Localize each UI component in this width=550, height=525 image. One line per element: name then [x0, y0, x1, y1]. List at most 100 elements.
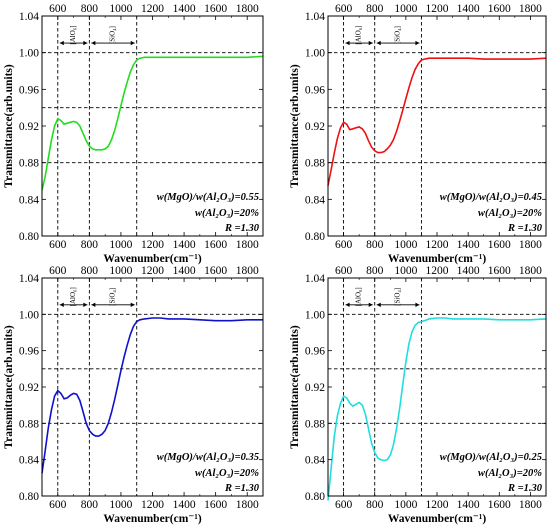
- series-line: [327, 317, 547, 501]
- x-tick-label-bottom: 1400: [457, 499, 480, 511]
- y-tick-label: 0.84: [305, 194, 325, 206]
- x-axis-label: Wavenumber(cm⁻¹): [388, 513, 486, 525]
- band-label-sio4: [SiO₄]: [394, 26, 402, 44]
- x-tick-label-top: 1600: [204, 3, 227, 15]
- y-tick-label: 0.80: [305, 491, 325, 503]
- band-label-sio4: [SiO₄]: [109, 26, 117, 44]
- x-tick-label-bottom: 1200: [141, 239, 164, 251]
- y-tick-label: 0.96: [19, 84, 39, 96]
- y-axis-label: Transmittance(arb.units): [289, 325, 301, 449]
- x-tick-label-bottom: 800: [366, 239, 384, 251]
- x-tick-label-top: 600: [49, 265, 67, 277]
- band-arrow-head: [83, 302, 88, 307]
- y-tick-label: 0.96: [305, 84, 325, 96]
- x-tick-label-bottom: 600: [49, 499, 67, 511]
- plot-frame: [327, 15, 547, 237]
- plot-frame: [41, 277, 264, 497]
- y-tick-label: 1.00: [305, 48, 325, 60]
- y-tick-label: 0.92: [305, 382, 325, 394]
- y-tick-label: 0.88: [19, 158, 39, 170]
- x-tick-label-bottom: 600: [49, 239, 67, 251]
- band-arrow-head: [91, 302, 96, 307]
- x-tick-label-bottom: 600: [335, 499, 353, 511]
- y-tick-label: 0.84: [19, 455, 39, 467]
- x-tick-label-top: 1600: [488, 3, 511, 15]
- y-tick-label: 0.92: [19, 121, 39, 133]
- x-tick-label-bottom: 1000: [109, 239, 132, 251]
- x-tick-label-top: 1000: [394, 265, 417, 277]
- y-tick-label: 0.84: [305, 455, 325, 467]
- band-label-sio4: [SiO₄]: [394, 288, 402, 306]
- y-tick-label: 0.80: [19, 491, 39, 503]
- x-tick-label-bottom: 1000: [394, 239, 417, 251]
- x-tick-label-bottom: 1000: [109, 499, 132, 511]
- annotation-r: R =1.30: [507, 483, 543, 494]
- x-tick-label-top: 1600: [204, 265, 227, 277]
- x-tick-label-top: 1800: [519, 3, 542, 15]
- y-tick-label: 1.04: [19, 273, 39, 285]
- y-tick-label: 0.92: [19, 382, 39, 394]
- chart-panel-3: [AlO₆] [SiO₄] 600 600 800 800 1000 1000 1200 1200…: [3, 265, 264, 525]
- band-arrow-head: [368, 40, 373, 46]
- band-arrow-head: [415, 40, 420, 46]
- x-tick-label-bottom: 1600: [204, 499, 227, 511]
- annotation-ratio: w(MgO)/w(Al₂O₃)=0.35: [157, 452, 259, 463]
- x-tick-label-bottom: 1800: [519, 239, 542, 251]
- x-tick-label-top: 600: [335, 3, 353, 15]
- band-arrow-head: [376, 302, 381, 307]
- y-tick-label: 0.88: [305, 418, 325, 430]
- x-tick-label-top: 1000: [109, 3, 132, 15]
- x-tick-label-bottom: 1600: [488, 239, 511, 251]
- y-tick-label: 0.88: [19, 418, 39, 430]
- series-line: [327, 57, 547, 186]
- y-tick-label: 1.04: [305, 11, 325, 23]
- x-tick-label-top: 1400: [457, 3, 480, 15]
- x-tick-label-bottom: 1800: [519, 499, 542, 511]
- x-tick-label-top: 600: [49, 3, 67, 15]
- x-tick-label-bottom: 800: [81, 239, 99, 251]
- x-tick-label-top: 800: [81, 3, 99, 15]
- band-arrow-head: [345, 302, 350, 307]
- x-tick-label-top: 1200: [141, 3, 164, 15]
- x-tick-label-top: 1400: [457, 265, 480, 277]
- annotation-ratio: w(MgO)/w(Al₂O₃)=0.25: [440, 452, 542, 463]
- annotation-alumina: w(Al₂O₃)=20%: [478, 208, 542, 219]
- x-tick-label-top: 1800: [519, 265, 542, 277]
- band-label-alo6: [AlO₆]: [355, 287, 363, 306]
- annotation-r: R =1.30: [507, 223, 543, 234]
- x-tick-label-top: 800: [366, 265, 384, 277]
- band-label-alo6: [AlO₆]: [355, 25, 363, 44]
- x-axis-label: Wavenumber(cm⁻¹): [103, 253, 201, 265]
- y-tick-label: 0.88: [305, 158, 325, 170]
- y-tick-label: 1.04: [305, 273, 325, 285]
- x-tick-label-bottom: 1400: [173, 499, 196, 511]
- x-tick-label-bottom: 1400: [457, 239, 480, 251]
- x-tick-label-bottom: 1400: [173, 239, 196, 251]
- y-tick-label: 1.00: [305, 309, 325, 321]
- x-tick-label-bottom: 800: [81, 499, 99, 511]
- x-axis-label: Wavenumber(cm⁻¹): [388, 253, 486, 265]
- band-arrow-head: [345, 40, 350, 46]
- x-tick-label-top: 800: [366, 3, 384, 15]
- x-axis-label: Wavenumber(cm⁻¹): [103, 513, 201, 525]
- y-tick-label: 0.96: [19, 346, 39, 358]
- x-tick-label-bottom: 1600: [204, 239, 227, 251]
- chart-panel-1: [AlO₆] [SiO₄] 600 600 800 800 1000 1000 1200 1200…: [3, 3, 264, 265]
- x-tick-label-top: 1000: [394, 3, 417, 15]
- y-tick-label: 0.96: [305, 346, 325, 358]
- band-arrow-head: [91, 40, 96, 46]
- x-tick-label-top: 1400: [173, 3, 196, 15]
- y-tick-label: 0.80: [19, 231, 39, 243]
- y-tick-label: 0.80: [305, 231, 325, 243]
- annotation-alumina: w(Al₂O₃)=20%: [195, 208, 259, 219]
- annotation-ratio: w(MgO)/w(Al₂O₃)=0.45: [440, 192, 542, 203]
- x-tick-label-bottom: 1800: [236, 499, 259, 511]
- band-arrow-head: [415, 302, 420, 307]
- x-tick-label-bottom: 1800: [236, 239, 259, 251]
- x-tick-label-top: 1800: [236, 265, 259, 277]
- annotation-alumina: w(Al₂O₃)=20%: [478, 468, 542, 479]
- x-tick-label-bottom: 1600: [488, 499, 511, 511]
- x-tick-label-bottom: 1200: [426, 499, 449, 511]
- band-label-sio4: [SiO₄]: [109, 288, 117, 306]
